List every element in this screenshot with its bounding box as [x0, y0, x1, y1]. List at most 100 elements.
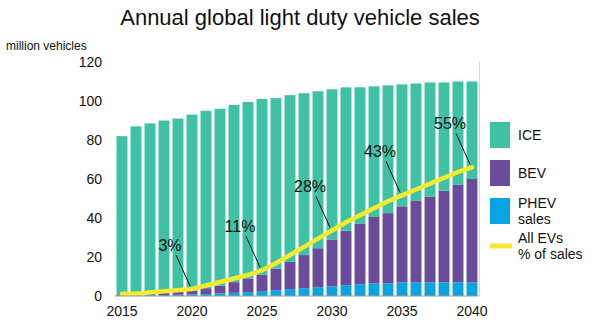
bar	[257, 291, 268, 296]
legend-label: PHEVsales	[518, 195, 557, 227]
bar	[397, 206, 408, 282]
legend-label-line: % of sales	[518, 246, 583, 262]
background	[0, 0, 600, 329]
bar	[411, 282, 422, 296]
bar	[299, 255, 310, 288]
x-tick-label: 2025	[246, 303, 277, 319]
bar	[257, 275, 268, 292]
legend-label-line: sales	[518, 211, 551, 227]
bar	[397, 282, 408, 296]
bar	[243, 102, 254, 278]
data-label: 43%	[364, 143, 396, 160]
bar	[313, 287, 324, 296]
legend-label: BEV	[518, 165, 547, 181]
bar	[341, 231, 352, 286]
legend-label: All EVs% of sales	[518, 230, 583, 262]
bar	[369, 283, 380, 296]
bar	[369, 217, 380, 283]
y-tick-label: 0	[94, 288, 102, 304]
bar	[131, 126, 142, 294]
legend-swatch	[490, 244, 512, 249]
bar	[187, 115, 198, 291]
legend-label-line: PHEV	[518, 195, 557, 211]
bar	[299, 93, 310, 255]
bar	[327, 286, 338, 296]
bar	[425, 282, 436, 296]
title: Annual global light duty vehicle sales	[120, 5, 480, 30]
y-tick-label: 80	[86, 132, 102, 148]
bar	[257, 99, 268, 274]
bar	[341, 87, 352, 230]
y-tick-label: 60	[86, 171, 102, 187]
bar	[285, 262, 296, 289]
bar	[411, 200, 422, 282]
bar	[159, 121, 170, 294]
legend-swatch	[490, 122, 510, 148]
bar	[313, 248, 324, 287]
leader-line	[456, 133, 470, 164]
legend-label: ICE	[518, 127, 541, 143]
bar	[467, 282, 478, 296]
bar	[215, 286, 226, 294]
y-tick-label: 120	[79, 54, 103, 70]
bar	[453, 185, 464, 283]
bar	[425, 197, 436, 283]
bar	[215, 109, 226, 286]
bar	[229, 105, 240, 282]
leader-line	[316, 196, 330, 227]
bar	[117, 136, 128, 295]
bar	[285, 289, 296, 296]
bar	[313, 91, 324, 248]
x-tick-label: 2040	[456, 303, 487, 319]
legend-label-line: ICE	[518, 127, 541, 143]
bar	[453, 282, 464, 296]
legend-label-line: BEV	[518, 165, 547, 181]
y2-axis-line	[479, 62, 480, 296]
bar	[271, 269, 282, 290]
x-tick-label: 2035	[386, 303, 417, 319]
bar	[243, 278, 254, 292]
bar	[383, 283, 394, 296]
bar	[425, 82, 436, 196]
bar	[439, 282, 450, 296]
bar	[327, 239, 338, 286]
data-label: 11%	[225, 218, 256, 235]
bar	[145, 123, 156, 293]
bar	[201, 288, 212, 294]
data-label: 28%	[294, 178, 326, 195]
bar	[341, 285, 352, 296]
bar	[467, 82, 478, 180]
bar	[173, 119, 184, 292]
data-label: 3%	[158, 237, 181, 254]
bar	[229, 282, 240, 293]
x-tick-label: 2030	[316, 303, 347, 319]
bar	[327, 89, 338, 239]
bar	[383, 213, 394, 283]
x-tick-label: 2015	[106, 303, 137, 319]
data-label: 55%	[434, 115, 466, 132]
leader-line	[386, 161, 400, 192]
legend-swatch	[490, 198, 510, 224]
x-axis-line	[115, 296, 479, 297]
y-tick-label: 20	[86, 249, 102, 265]
y-tick-label: 100	[79, 93, 103, 109]
y-tick-label: 40	[86, 210, 102, 226]
bar	[411, 83, 422, 200]
bar	[355, 224, 366, 284]
ev-share-line	[122, 167, 472, 293]
bar	[271, 290, 282, 296]
legend-swatch	[490, 160, 510, 186]
leader-line	[176, 255, 190, 286]
bar	[271, 98, 282, 269]
bar	[243, 292, 254, 296]
legend-label-line: All EVs	[518, 230, 563, 246]
y-axis-label: million vehicles	[6, 39, 87, 53]
bar	[439, 191, 450, 283]
bar	[299, 288, 310, 296]
x-tick-label: 2020	[176, 303, 207, 319]
bar	[355, 284, 366, 296]
bar	[467, 179, 478, 282]
plot-area	[117, 82, 478, 297]
leader-line	[246, 236, 260, 267]
chart: Annual global light duty vehicle sales mi…	[0, 0, 600, 329]
